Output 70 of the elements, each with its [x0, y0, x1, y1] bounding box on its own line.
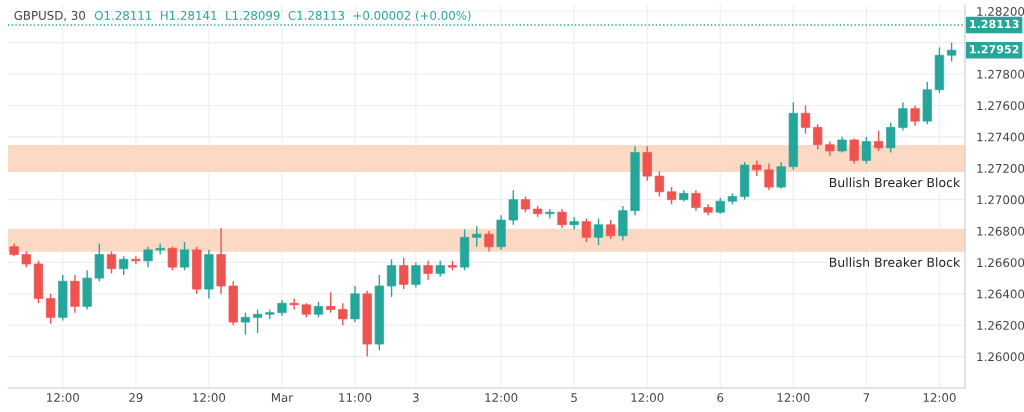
candlestick: [94, 242, 104, 282]
y-tick-label: 1.26000: [977, 352, 1024, 362]
candlestick: [776, 161, 786, 190]
y-tick-label: 1.28200: [977, 7, 1024, 16]
chart-subtitle: O1.28111 H1.28141 L1.28099 C1.28113 +0.00002 (+0.00%): [94, 10, 471, 22]
candlestick: [472, 225, 482, 248]
candlestick: [557, 208, 567, 229]
y-tick-label: 1.27600: [977, 101, 1024, 111]
candlestick: [569, 216, 579, 231]
chart-title: GBPUSD, 30: [14, 10, 86, 22]
candlestick: [764, 162, 774, 191]
text: 1.27952: [970, 45, 1019, 54]
candlestick: [179, 241, 190, 271]
y-tick-label: 1.27200: [977, 163, 1024, 173]
x-tick-label: Mar: [271, 393, 294, 402]
x-tick-label: 3: [413, 393, 419, 402]
candlestick: [849, 137, 859, 165]
candlestick: [800, 104, 811, 135]
y-tick-label: 1.27000: [977, 195, 1024, 205]
x-tick-label: 12:00: [193, 393, 226, 402]
candlestick: [606, 219, 616, 240]
candlestick: [642, 145, 652, 182]
band-label: Bullish Breaker Block: [829, 257, 961, 267]
candlestick: [508, 189, 518, 226]
candlestick: [106, 250, 117, 275]
candlestick: [813, 123, 823, 151]
candlestick: [338, 302, 348, 326]
candlestick: [886, 122, 896, 154]
y-tick-label: 1.26200: [977, 320, 1024, 330]
candlestick: [947, 41, 957, 63]
candlestick: [131, 255, 141, 265]
candlestick: [386, 258, 397, 298]
candlestick: [484, 230, 494, 253]
x-tick-label: 7: [863, 393, 870, 402]
candlestick: [423, 260, 433, 281]
x-tick-label: 12:00: [923, 393, 956, 402]
y-tick-label: 1.26400: [977, 289, 1024, 299]
x-tick-label: 12:00: [777, 393, 810, 402]
x-tick-label: 5: [571, 393, 577, 402]
x-tick-label: 11:00: [339, 393, 372, 402]
candlestick: [691, 189, 701, 212]
x-tick-label: 12:00: [47, 393, 80, 402]
candlestick: [240, 311, 251, 336]
candlestick: [252, 308, 263, 334]
candlestick: [910, 104, 920, 127]
candlestick: [411, 261, 421, 289]
x-tick-label: 12:00: [485, 393, 518, 402]
y-tick-label: 1.26800: [977, 226, 1024, 236]
candlestick: [289, 297, 299, 311]
candlestick: [581, 217, 591, 243]
candlestick: [593, 217, 604, 246]
candlestick: [545, 208, 555, 220]
y-tick-label: 1.27400: [977, 132, 1024, 142]
y-tick-label: 1.27800: [977, 69, 1024, 79]
candlestick: [119, 255, 129, 276]
candlestick: [143, 246, 153, 268]
candlestick: [654, 170, 664, 198]
candlestick: [167, 246, 177, 271]
candlestick: [873, 129, 884, 152]
x-tick-label: 29: [129, 393, 143, 402]
candlestick: [399, 257, 409, 290]
x-tick-label: 6: [717, 393, 724, 402]
candlestick: [46, 293, 56, 325]
candlestick: [326, 291, 336, 314]
ref-line-label: 1.28113: [970, 19, 1019, 29]
candlestick: [861, 136, 871, 165]
y-tick-label: 1.26600: [977, 258, 1024, 268]
x-tick-label: 12:00: [631, 393, 664, 402]
candlestick: [898, 101, 908, 132]
band-label: Bullish Breaker Block: [829, 177, 961, 188]
